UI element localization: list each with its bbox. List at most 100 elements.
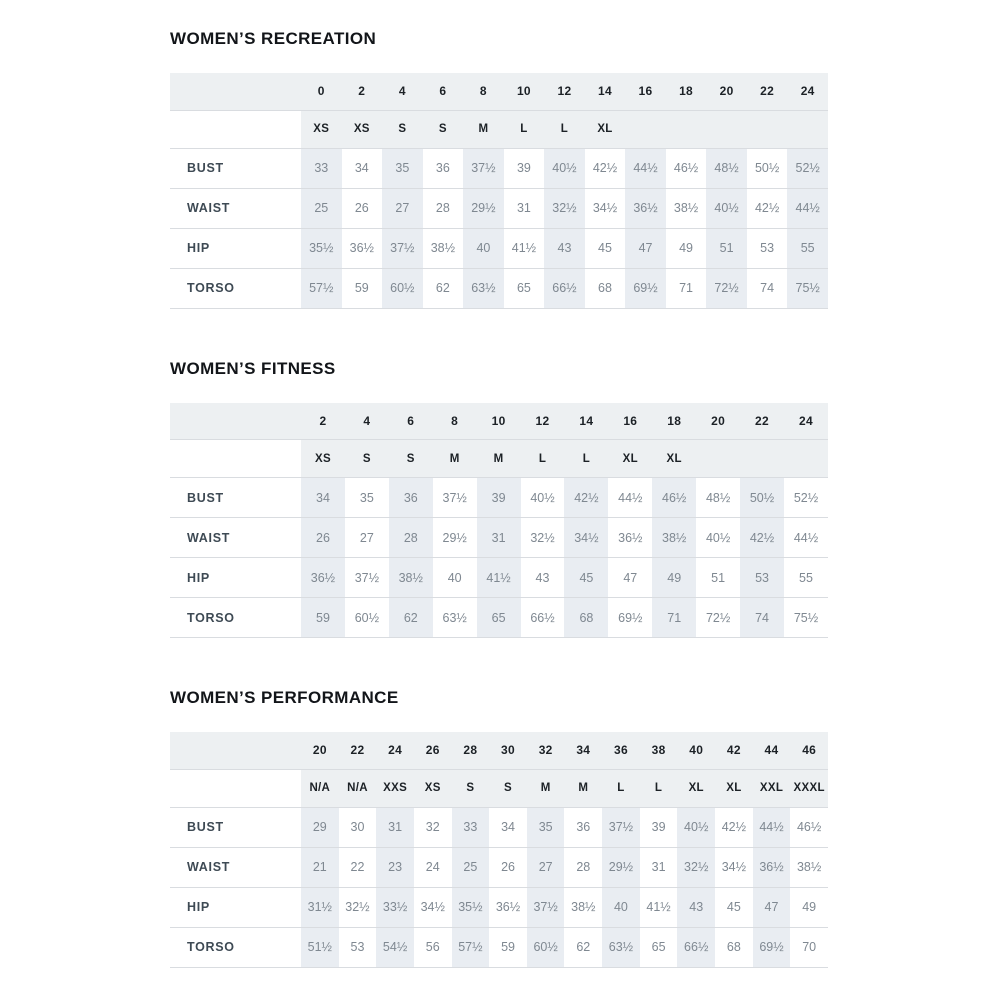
numeric-size-header: 18 — [665, 73, 707, 111]
measurement-value: 75½ — [787, 268, 828, 309]
measurement-value: 45 — [584, 228, 626, 269]
measurement-value: 29½ — [602, 847, 640, 888]
letter-size-header: XL — [715, 769, 753, 808]
measurement-label: HIP — [170, 557, 301, 598]
measurement-value: 45 — [715, 887, 753, 928]
measurement-value: 40 — [432, 557, 477, 598]
numeric-size-header: 4 — [344, 402, 389, 440]
numeric-size-header: 34 — [564, 732, 603, 770]
measurement-value: 33 — [301, 148, 342, 189]
measurement-value: 28 — [422, 188, 464, 229]
numeric-size-header: 8 — [463, 73, 504, 111]
measurement-value: 63½ — [432, 597, 477, 638]
measurement-value: 39 — [503, 148, 545, 189]
numeric-size-header: 10 — [476, 402, 521, 440]
measurement-label: TORSO — [170, 268, 301, 309]
measurement-value: 38½ — [790, 847, 828, 888]
measurement-value: 50½ — [746, 148, 788, 189]
measurement-label: WAIST — [170, 188, 301, 229]
measurement-value: 44½ — [752, 807, 791, 848]
measurement-label: BUST — [170, 807, 301, 848]
letter-sizes-row: XS S S M M L L XL XL — [170, 439, 828, 478]
measurement-value: 75½ — [783, 597, 828, 638]
measurement-row: BUST 33 34 35 36 37½ 39 40½ 42½ 44½ 46½ 48½ 50½ 52½ — [170, 148, 828, 189]
measurement-value: 71 — [665, 268, 707, 309]
measurement-value: 34½ — [564, 517, 609, 558]
numeric-size-header: 24 — [787, 73, 828, 111]
measurement-value: 47 — [608, 557, 653, 598]
measurement-value: 38½ — [388, 557, 433, 598]
measurement-value: 44½ — [787, 188, 828, 229]
measurement-label: TORSO — [170, 597, 301, 638]
measurement-value: 34 — [301, 477, 345, 518]
measurement-value: 44½ — [625, 148, 666, 189]
numeric-size-header: 16 — [608, 402, 653, 440]
measurement-value: 55 — [787, 228, 828, 269]
letter-size-header: S — [451, 769, 490, 808]
measurement-value: 40 — [463, 228, 504, 269]
measurement-value: 51½ — [301, 927, 339, 968]
measurement-value: 34½ — [584, 188, 626, 229]
measurement-value: 54½ — [376, 927, 414, 968]
measurement-row: WAIST 26 27 28 29½ 31 32½ 34½ 36½ 38½ 40½ 42½ 44½ — [170, 517, 828, 558]
measurement-value: 46½ — [790, 807, 828, 848]
measurement-label: BUST — [170, 477, 301, 518]
letter-size-header: L — [602, 769, 640, 808]
measurement-value: 37½ — [526, 887, 565, 928]
measurement-value: 65 — [503, 268, 545, 309]
measurement-row: TORSO 51½ 53 54½ 56 57½ 59 60½ 62 63½ 65 66½ 68 69½ 70 — [170, 927, 828, 968]
measurement-value: 44½ — [608, 477, 653, 518]
numeric-size-header: 12 — [520, 402, 565, 440]
measurement-label: HIP — [170, 887, 301, 928]
measurement-value: 52½ — [787, 148, 828, 189]
measurement-value: 21 — [301, 847, 339, 888]
measurement-value: 55 — [783, 557, 828, 598]
measurement-value: 26 — [341, 188, 383, 229]
measurement-value: 31 — [476, 517, 521, 558]
letter-size-header — [746, 110, 788, 149]
measurement-value: 56 — [413, 927, 452, 968]
letter-size-header: S — [422, 110, 464, 149]
letter-size-header: XS — [413, 769, 452, 808]
measurement-value: 68 — [564, 597, 609, 638]
size-chart-section: WOMEN’S PERFORMANCE 20 22 24 26 28 30 32 34 36 38 4… — [170, 688, 828, 968]
measurement-value: 33½ — [376, 887, 414, 928]
measurement-value: 59 — [341, 268, 383, 309]
letter-size-header: L — [544, 110, 585, 149]
measurement-label: TORSO — [170, 927, 301, 968]
letter-size-header: XS — [301, 110, 342, 149]
numeric-size-header: 20 — [696, 402, 741, 440]
measurement-value: 29½ — [432, 517, 477, 558]
measurement-value: 68 — [715, 927, 753, 968]
measurement-value: 23 — [376, 847, 414, 888]
measurement-value: 31 — [376, 807, 414, 848]
measurement-value: 72½ — [696, 597, 741, 638]
measurement-value: 36 — [422, 148, 464, 189]
measurement-value: 37½ — [344, 557, 389, 598]
numeric-sizes-row: 0 2 4 6 8 10 12 14 16 18 20 22 24 — [170, 73, 828, 111]
numeric-size-header: 2 — [301, 402, 345, 440]
measurement-value: 69½ — [752, 927, 791, 968]
section-title: WOMEN’S RECREATION — [170, 29, 377, 48]
measurement-value: 47 — [752, 887, 791, 928]
measurement-value: 71 — [652, 597, 697, 638]
measurement-label: WAIST — [170, 847, 301, 888]
measurement-value: 53 — [746, 228, 788, 269]
letter-size-header: S — [382, 110, 423, 149]
measurement-value: 37½ — [463, 148, 504, 189]
measurement-value: 63½ — [602, 927, 640, 968]
numeric-size-header: 0 — [301, 73, 342, 111]
measurement-value: 48½ — [696, 477, 741, 518]
corner-cell — [170, 402, 301, 440]
measurement-value: 31 — [503, 188, 545, 229]
measurement-value: 27 — [526, 847, 565, 888]
measurement-value: 27 — [344, 517, 389, 558]
numeric-sizes-row: 2 4 6 8 10 12 14 16 18 20 22 24 — [170, 402, 828, 440]
measurement-row: TORSO 59 60½ 62 63½ 65 66½ 68 69½ 71 72½ 74 75½ — [170, 597, 828, 638]
measurement-label: WAIST — [170, 517, 301, 558]
letter-size-header: XS — [341, 110, 383, 149]
measurement-row: HIP 31½ 32½ 33½ 34½ 35½ 36½ 37½ 38½ 40 41½ 43 45 47 49 — [170, 887, 828, 928]
measurement-value: 35½ — [451, 887, 490, 928]
numeric-size-header: 20 — [706, 73, 747, 111]
letter-size-header: XL — [652, 439, 697, 478]
